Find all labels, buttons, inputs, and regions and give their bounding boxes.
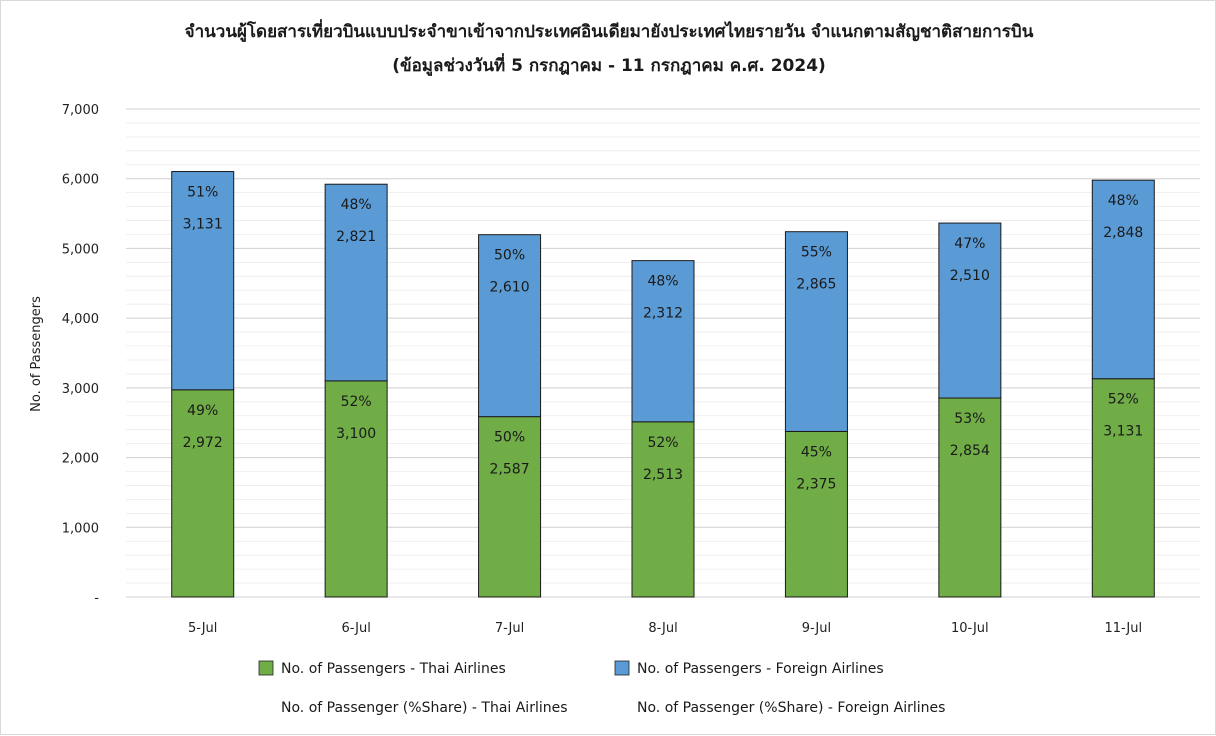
legend-swatch-thai: [258, 660, 274, 676]
legend-label-share-foreign: No. of Passenger (%Share) - Foreign Airl…: [637, 700, 945, 716]
share-label: 48%: [1108, 193, 1139, 209]
legend: No. of Passengers - Thai Airlines No. of…: [258, 660, 945, 716]
value-label: 2,510: [950, 268, 990, 284]
bars: [171, 171, 1155, 598]
value-label: 2,375: [796, 476, 836, 492]
y-tick-label: 1,000: [62, 521, 99, 536]
value-label: 2,848: [1103, 225, 1143, 241]
share-label: 50%: [494, 430, 525, 446]
chart-title: จำนวนผู้โดยสารเที่ยวบินแบบประจำขาเข้าจาก…: [185, 19, 1034, 43]
share-label: 55%: [801, 245, 832, 261]
x-category-label: 11-Jul: [1104, 621, 1142, 636]
x-category-label: 8-Jul: [648, 621, 677, 636]
value-label: 2,854: [950, 443, 990, 459]
y-tick-label: 4,000: [62, 312, 99, 327]
value-label: 3,131: [183, 217, 223, 233]
value-label: 2,610: [490, 280, 530, 296]
legend-label-foreign: No. of Passengers - Foreign Airlines: [637, 661, 884, 677]
bar-foreign-airlines: [1091, 179, 1155, 380]
value-label: 3,100: [336, 426, 376, 442]
bar-thai-airlines: [478, 416, 542, 598]
share-label: 49%: [187, 403, 218, 419]
bar-foreign-airlines: [324, 183, 388, 382]
legend-label-share-thai: No. of Passenger (%Share) - Thai Airline…: [281, 700, 568, 716]
data-labels: 49% 2,972 51% 3,131 52% 3,100 48% 2,821 50% 2,587…: [183, 185, 1144, 493]
y-axis-ticks: - 1,000 2,000 3,000 4,000 5,000 6,000 7,000: [62, 103, 100, 606]
chart-subtitle: (ข้อมูลช่วงวันที่ 5 กรกฎาคม - 11 กรกฎาคม…: [392, 53, 826, 77]
share-label: 53%: [954, 411, 985, 427]
value-label: 2,821: [336, 229, 376, 245]
y-tick-label: 2,000: [62, 452, 99, 467]
share-label: 50%: [494, 248, 525, 264]
x-category-label: 6-Jul: [341, 621, 370, 636]
y-tick-label: 5,000: [62, 242, 99, 257]
share-label: 45%: [801, 444, 832, 460]
value-label: 2,513: [643, 467, 683, 483]
value-label: 2,972: [183, 435, 223, 451]
share-label: 47%: [954, 236, 985, 252]
y-tick-label: -: [94, 591, 99, 606]
share-label: 52%: [341, 394, 372, 410]
bar-foreign-airlines: [171, 171, 235, 391]
bar-foreign-airlines: [631, 260, 695, 423]
bar-thai-airlines: [631, 421, 695, 598]
value-label: 2,587: [490, 462, 530, 478]
y-tick-label: 6,000: [62, 173, 99, 188]
y-tick-label: 7,000: [62, 103, 99, 118]
x-category-label: 7-Jul: [495, 621, 524, 636]
bar-thai-airlines: [1091, 378, 1155, 598]
y-tick-label: 3,000: [62, 382, 99, 397]
value-label: 3,131: [1103, 424, 1143, 440]
bar-foreign-airlines: [478, 234, 542, 418]
bar-foreign-airlines: [784, 231, 848, 432]
bar-thai-airlines: [938, 397, 1002, 598]
share-label: 52%: [647, 435, 678, 451]
share-label: 52%: [1108, 392, 1139, 408]
value-label: 2,865: [796, 277, 836, 293]
bar-thai-airlines: [324, 380, 388, 598]
value-label: 2,312: [643, 306, 683, 322]
legend-label-thai: No. of Passengers - Thai Airlines: [281, 661, 506, 677]
bar-thai-airlines: [171, 389, 235, 598]
x-axis-categories: 5-Jul 6-Jul 7-Jul 8-Jul 9-Jul 10-Jul 11-Jul: [188, 621, 1142, 636]
bar-foreign-airlines: [938, 222, 1002, 399]
bar-thai-airlines: [784, 430, 848, 598]
y-axis-title: No. of Passengers: [29, 296, 44, 412]
legend-swatch-foreign: [614, 660, 630, 676]
share-label: 48%: [647, 274, 678, 290]
share-label: 51%: [187, 185, 218, 201]
x-category-label: 5-Jul: [188, 621, 217, 636]
x-category-label: 10-Jul: [951, 621, 989, 636]
share-label: 48%: [341, 197, 372, 213]
x-category-label: 9-Jul: [802, 621, 831, 636]
